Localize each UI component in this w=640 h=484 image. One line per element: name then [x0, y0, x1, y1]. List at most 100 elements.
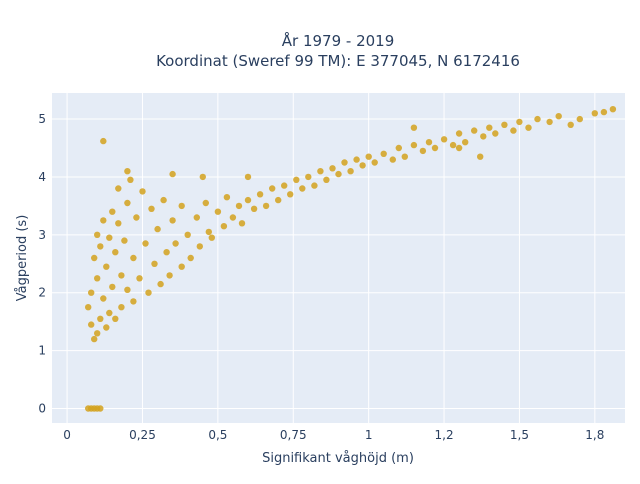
x-tick-label: 0,25: [129, 428, 156, 442]
data-point: [97, 315, 104, 322]
data-point: [166, 272, 173, 279]
y-tick-label: 5: [38, 112, 46, 126]
data-point: [115, 185, 122, 192]
data-point: [471, 127, 478, 134]
y-tick-label: 1: [38, 344, 46, 358]
data-point: [410, 124, 418, 131]
data-point: [555, 113, 562, 120]
data-point: [178, 202, 185, 210]
data-point: [103, 324, 110, 331]
data-point: [103, 263, 110, 270]
data-point: [329, 165, 336, 172]
y-tick-label: 2: [38, 286, 46, 300]
data-point: [172, 240, 179, 247]
data-point: [97, 405, 104, 412]
y-axis-ticks: 0 1 2 3 4 5: [38, 112, 46, 415]
data-point: [160, 196, 167, 204]
data-point: [256, 191, 264, 198]
data-point: [486, 124, 493, 131]
data-point: [440, 136, 448, 143]
data-point: [205, 228, 212, 236]
y-tick-label: 3: [38, 228, 46, 242]
data-point: [130, 254, 137, 262]
data-point: [88, 289, 95, 296]
data-point: [262, 202, 270, 210]
data-point: [106, 234, 113, 241]
data-point: [94, 231, 101, 238]
data-point: [525, 124, 532, 131]
data-point: [91, 254, 98, 262]
x-tick-label: 0,75: [280, 428, 307, 442]
data-point: [220, 223, 228, 230]
data-point: [609, 106, 617, 113]
data-point: [238, 220, 246, 227]
data-point: [199, 173, 206, 181]
data-point: [365, 153, 372, 160]
data-point: [124, 286, 131, 293]
data-point: [235, 202, 243, 210]
data-point: [100, 217, 107, 224]
data-point: [208, 234, 215, 241]
data-point: [244, 173, 252, 181]
x-tick-label: 1,5: [510, 428, 529, 442]
data-point: [163, 249, 170, 256]
data-point: [109, 208, 116, 215]
data-point: [546, 118, 553, 126]
data-point: [94, 330, 101, 337]
data-point: [410, 141, 418, 149]
data-point: [136, 275, 143, 282]
data-point: [127, 176, 134, 183]
data-point: [133, 214, 140, 221]
data-point: [142, 240, 149, 247]
data-point: [323, 176, 330, 183]
data-point: [293, 176, 300, 183]
data-point: [169, 170, 176, 178]
data-point: [317, 168, 324, 175]
data-point: [591, 110, 598, 117]
data-point: [109, 283, 116, 291]
data-point: [112, 315, 119, 322]
data-point: [269, 185, 276, 192]
data-point: [501, 121, 508, 128]
data-point: [193, 214, 200, 221]
data-point: [371, 159, 378, 166]
y-tick-label: 0: [38, 402, 46, 416]
data-point: [169, 217, 176, 224]
y-tick-label: 4: [38, 170, 46, 184]
data-point: [223, 194, 231, 201]
data-point: [462, 139, 469, 146]
data-point: [425, 139, 433, 146]
data-point: [600, 108, 608, 116]
data-point: [477, 153, 484, 160]
data-point: [510, 127, 517, 134]
data-point: [106, 309, 113, 317]
data-point: [380, 150, 387, 157]
data-point: [178, 263, 185, 270]
data-point: [91, 335, 98, 343]
data-point: [151, 260, 158, 267]
chart-subtitle: Koordinat (Sweref 99 TM): E 377045, N 61…: [156, 52, 520, 70]
data-point: [187, 254, 194, 262]
data-point: [395, 144, 402, 152]
data-point: [148, 205, 155, 212]
data-point: [229, 214, 237, 221]
x-axis-ticks: 0 0,25 0,5 0,75 1 1,2 1,5 1,8: [63, 428, 604, 442]
chart-title: År 1979 - 2019: [282, 31, 395, 50]
data-point: [353, 156, 360, 163]
data-point: [341, 159, 348, 166]
data-point: [139, 188, 146, 195]
data-point: [124, 199, 131, 207]
data-point: [100, 295, 107, 302]
data-point: [347, 168, 354, 175]
data-point: [130, 298, 137, 305]
data-point: [359, 162, 366, 169]
data-point: [100, 137, 107, 145]
x-tick-label: 1,8: [585, 428, 604, 442]
data-point: [516, 118, 523, 126]
data-point: [121, 237, 128, 244]
data-point: [305, 173, 312, 181]
data-point: [431, 144, 439, 152]
data-point: [97, 243, 104, 250]
data-point: [244, 196, 252, 204]
